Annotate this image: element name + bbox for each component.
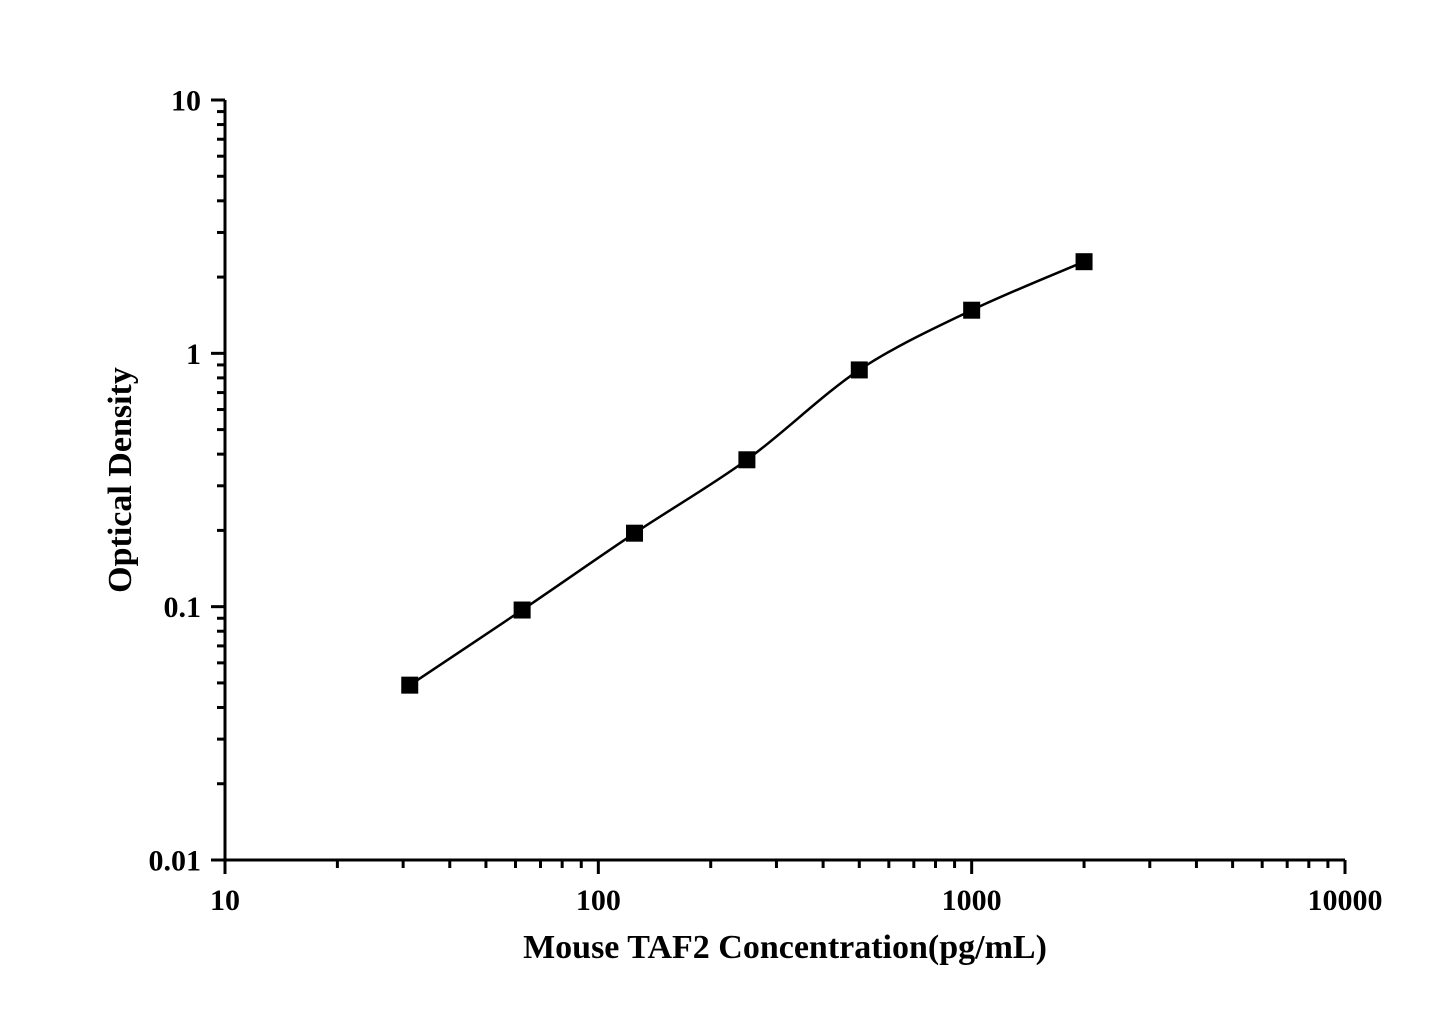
x-tick-label: 10000	[1308, 884, 1383, 917]
x-tick-label: 100	[576, 884, 621, 917]
y-axis-label: Optical Density	[102, 367, 139, 593]
data-marker	[739, 452, 755, 468]
x-tick-label: 10	[210, 884, 240, 917]
y-tick-label: 0.1	[164, 591, 202, 624]
data-marker	[627, 525, 643, 541]
x-axis-label: Mouse TAF2 Concentration(pg/mL)	[523, 929, 1047, 966]
data-marker	[402, 677, 418, 693]
data-marker	[851, 362, 867, 378]
x-tick-label: 1000	[942, 884, 1002, 917]
data-marker	[514, 602, 530, 618]
y-tick-label: 0.01	[149, 845, 202, 878]
chart-container: 10 100 1000 10000 0.01 0.1 1 10 Mouse TAF2 Conce…	[0, 0, 1445, 1009]
data-marker	[964, 302, 980, 318]
chart-svg: 10 100 1000 10000 0.01 0.1 1 10 Mouse TAF2 Conce…	[0, 0, 1445, 1009]
chart-background	[0, 0, 1445, 1009]
y-tick-label: 1	[186, 338, 201, 371]
y-tick-label: 10	[171, 85, 201, 118]
data-marker	[1076, 254, 1092, 270]
